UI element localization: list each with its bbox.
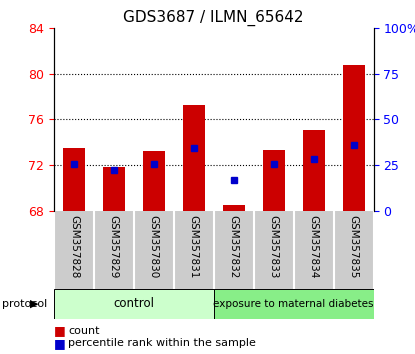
Title: GDS3687 / ILMN_65642: GDS3687 / ILMN_65642 <box>124 9 304 25</box>
Bar <box>63 148 85 211</box>
Text: GSM357828: GSM357828 <box>69 215 79 278</box>
Bar <box>214 289 374 319</box>
Text: ■: ■ <box>54 337 66 350</box>
Text: control: control <box>113 297 154 310</box>
Text: GSM357834: GSM357834 <box>309 215 319 278</box>
Bar <box>303 130 325 211</box>
Text: count: count <box>68 326 100 336</box>
Text: percentile rank within the sample: percentile rank within the sample <box>68 338 256 348</box>
Text: GSM357835: GSM357835 <box>349 215 359 278</box>
Text: GSM357831: GSM357831 <box>189 215 199 278</box>
Bar <box>54 289 214 319</box>
Text: ▶: ▶ <box>30 298 39 309</box>
Text: protocol: protocol <box>2 298 47 309</box>
Text: exposure to maternal diabetes: exposure to maternal diabetes <box>213 298 374 309</box>
Bar <box>183 105 205 211</box>
Text: ■: ■ <box>54 325 66 337</box>
Bar <box>263 150 285 211</box>
Bar <box>223 205 245 211</box>
Text: GSM357829: GSM357829 <box>109 215 119 278</box>
Text: GSM357833: GSM357833 <box>269 215 278 278</box>
Bar <box>103 167 125 211</box>
Bar <box>143 152 165 211</box>
Bar <box>342 65 364 211</box>
Text: GSM357830: GSM357830 <box>149 215 159 278</box>
Text: GSM357832: GSM357832 <box>229 215 239 278</box>
